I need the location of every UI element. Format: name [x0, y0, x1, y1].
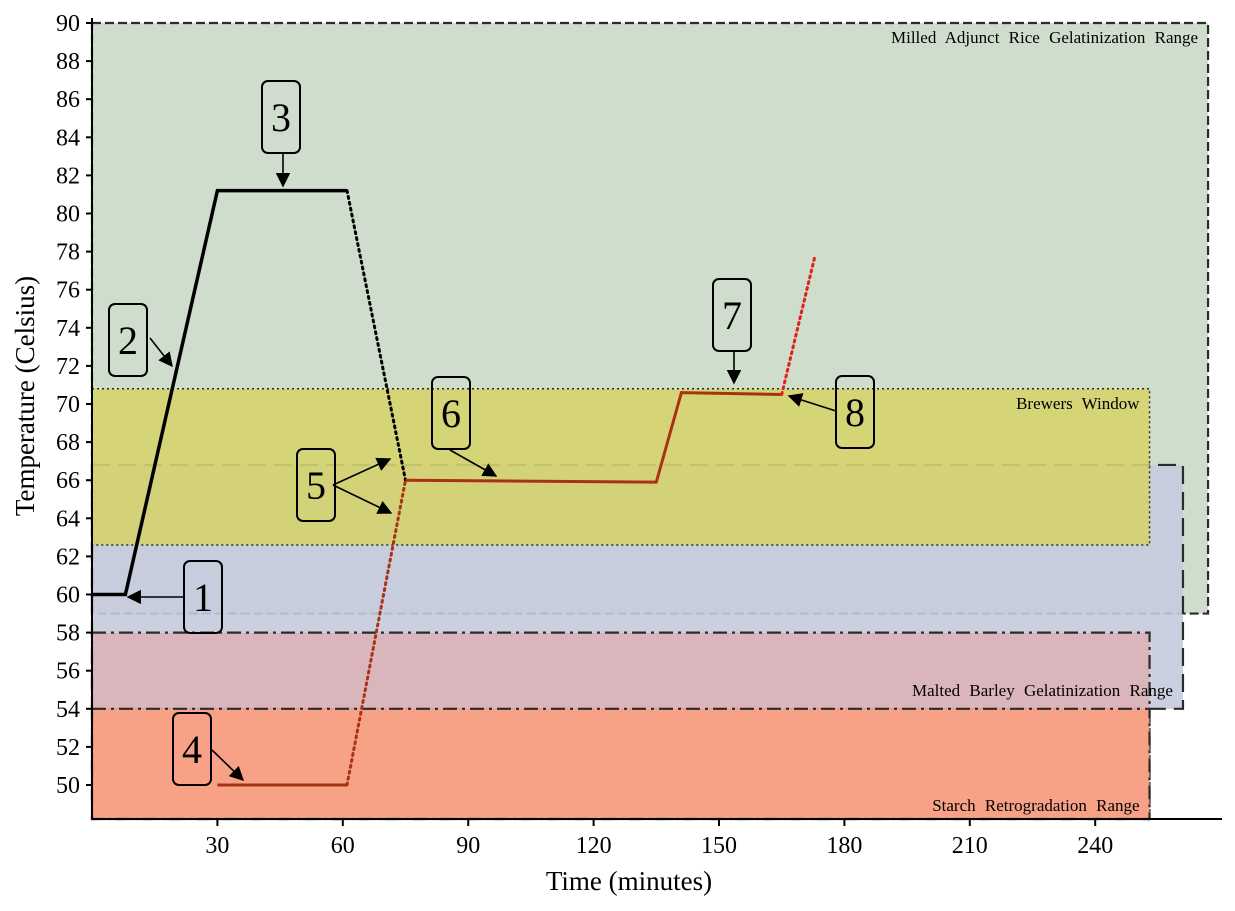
y-tick-label-52: 52: [56, 735, 80, 761]
series-line-0: [92, 188, 347, 597]
y-tick-label-78: 78: [56, 240, 80, 266]
y-tick-label-86: 86: [56, 87, 80, 113]
range-label-4: Starch Retrogradation Range: [932, 796, 1139, 815]
callout-label-1: 1: [193, 575, 213, 620]
y-axis-title: Temperature (Celsius): [10, 276, 40, 516]
callout-label-7: 7: [722, 293, 742, 338]
callout-box-6: [431, 376, 471, 450]
y-tick-label-74: 74: [56, 316, 80, 342]
range-border-2: [91, 388, 1151, 546]
callout-label-8: 8: [845, 390, 865, 435]
callout-arrow-6-0: [449, 449, 498, 477]
series-line-4: [405, 391, 782, 484]
y-tick-label-90: 90: [56, 11, 80, 37]
callout-label-5: 5: [306, 463, 326, 508]
callout-box-4: [172, 712, 212, 786]
callout-box-1: [183, 560, 223, 634]
series-line-5: [780, 253, 817, 396]
y-tick-label-82: 82: [56, 163, 80, 189]
y-tick-label-68: 68: [56, 430, 80, 456]
range-band-2: [92, 388, 1150, 545]
x-tick-label-90: 90: [456, 833, 480, 859]
x-tick-label-30: 30: [205, 833, 229, 859]
x-tick-label-150: 150: [701, 833, 737, 859]
y-tick-label-56: 56: [56, 659, 80, 685]
range-label-0: Milled Adjunct Rice Gelatinization Range: [891, 28, 1198, 47]
tick-labels: 5052545658606264666870727476788082848688…: [56, 11, 1113, 859]
y-tick-label-88: 88: [56, 49, 80, 75]
series-line-3: [345, 478, 407, 787]
y-tick-label-72: 72: [56, 354, 80, 380]
callout-label-2: 2: [118, 318, 138, 363]
callout-arrow-2-0: [149, 337, 173, 368]
callout-arrow-8-0: [787, 393, 837, 412]
callout-arrow-5-1: [332, 484, 393, 514]
x-axis-title: Time (minutes): [546, 866, 712, 896]
range-label-1: Malted Barley Gelatinization Range: [912, 681, 1173, 700]
callout-label-3: 3: [271, 95, 291, 140]
series-line-1: [345, 189, 407, 482]
y-tick-label-66: 66: [56, 468, 80, 494]
callout-box-8: [835, 375, 875, 449]
x-tick-label-120: 120: [576, 833, 612, 859]
range-labels: Milled Adjunct Rice Gelatinization Range…: [891, 28, 1198, 815]
callout-label-6: 6: [441, 391, 461, 436]
callout-box-7: [712, 278, 752, 352]
y-tick-label-80: 80: [56, 202, 80, 228]
range-label-2: Brewers Window: [1016, 394, 1140, 413]
y-tick-label-64: 64: [56, 506, 80, 532]
y-tick-label-62: 62: [56, 544, 80, 570]
y-tick-label-54: 54: [56, 697, 80, 723]
series-lines: [92, 188, 817, 787]
x-tick-label-60: 60: [331, 833, 355, 859]
axes: [91, 18, 1222, 820]
callout-box-2: [108, 303, 148, 377]
y-tick-label-50: 50: [56, 773, 80, 799]
x-tick-label-240: 240: [1077, 833, 1113, 859]
callouts: 1 2 3 4 5 6 7 8: [108, 80, 875, 786]
callout-arrow-5-0: [332, 457, 392, 486]
x-tick-label-210: 210: [952, 833, 988, 859]
callout-box-5: [296, 448, 336, 522]
callout-box-3: [261, 80, 301, 154]
y-tick-label-84: 84: [56, 125, 80, 151]
y-tick-label-58: 58: [56, 621, 80, 647]
y-tick-label-76: 76: [56, 278, 80, 304]
callout-arrow-4-0: [211, 749, 245, 782]
x-tick-label-180: 180: [826, 833, 862, 859]
range-band-4: [92, 708, 1150, 819]
callout-label-4: 4: [182, 727, 202, 772]
y-tick-label-70: 70: [56, 392, 80, 418]
y-tick-label-60: 60: [56, 583, 80, 609]
range-bands: [90, 21, 1210, 821]
